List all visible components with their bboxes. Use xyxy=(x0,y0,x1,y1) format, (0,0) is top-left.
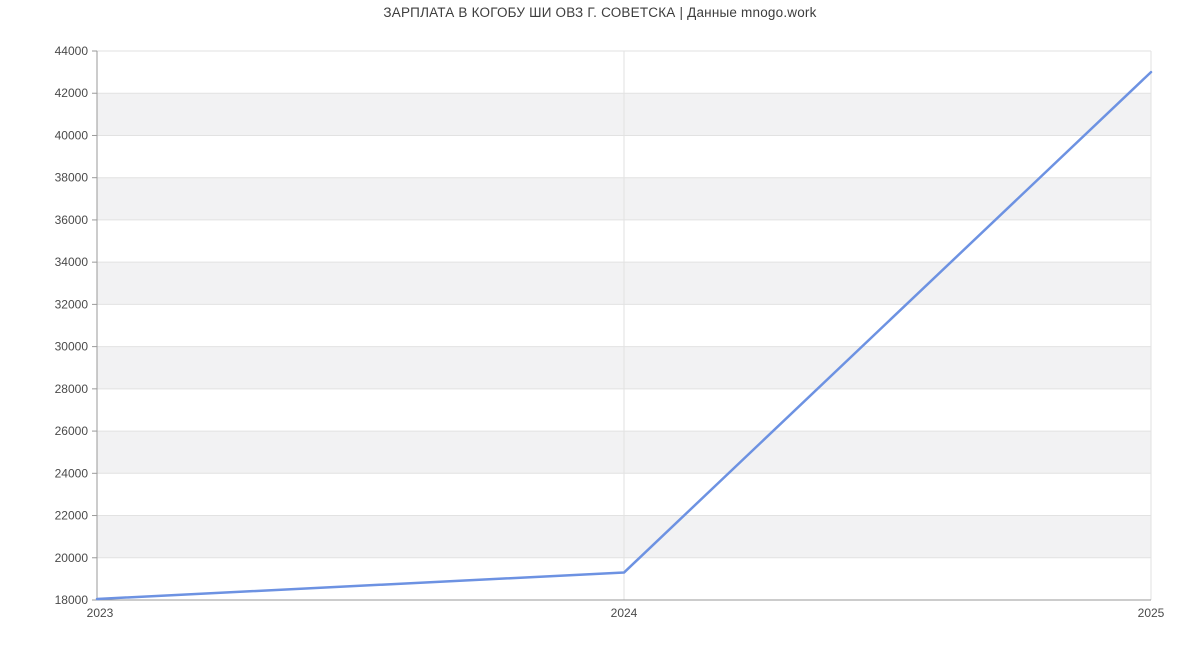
y-tick-label: 36000 xyxy=(55,213,89,227)
x-tick-label: 2025 xyxy=(1138,606,1165,620)
y-tick-label: 44000 xyxy=(55,44,89,58)
y-tick-label: 24000 xyxy=(55,466,89,480)
salary-line xyxy=(95,70,1153,601)
y-tick-label: 28000 xyxy=(55,382,89,396)
chart-title: ЗАРПЛАТА В КОГОБУ ШИ ОВЗ Г. СОВЕТСКА | Д… xyxy=(383,5,817,20)
y-tick-label: 20000 xyxy=(55,551,89,565)
x-tick-label: 2023 xyxy=(87,606,114,620)
y-tick-label: 22000 xyxy=(55,509,89,523)
y-tick-label: 34000 xyxy=(55,255,89,269)
x-tick-label: 2024 xyxy=(611,606,638,620)
y-tick-label: 42000 xyxy=(55,86,89,100)
y-tick-label: 32000 xyxy=(55,297,89,311)
y-tick-label: 18000 xyxy=(55,593,89,607)
y-tick-label: 30000 xyxy=(55,340,89,354)
y-tick-label: 40000 xyxy=(55,128,89,142)
y-tick-label: 26000 xyxy=(55,424,89,438)
y-tick-label: 38000 xyxy=(55,171,89,185)
